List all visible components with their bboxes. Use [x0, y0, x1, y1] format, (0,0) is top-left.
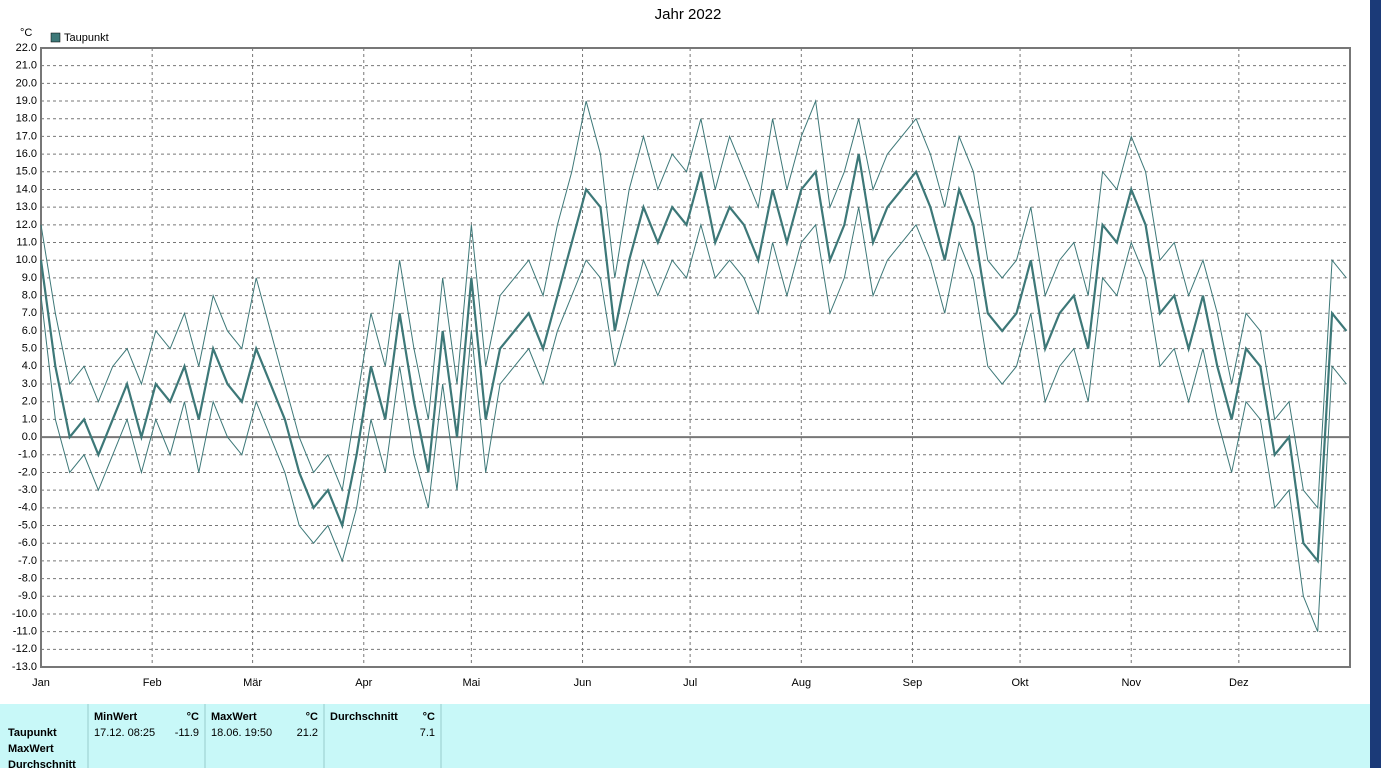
y-tick-label: 3.0 [22, 378, 37, 390]
y-tick-label: 12.0 [16, 219, 37, 231]
y-tick-label: 4.0 [22, 360, 37, 372]
y-tick-label: 10.0 [16, 254, 37, 266]
y-tick-label: -3.0 [18, 484, 37, 496]
legend-label: Taupunkt [64, 32, 109, 44]
col-unit: °C [306, 711, 318, 723]
y-tick-label: -9.0 [18, 590, 37, 602]
y-tick-label: -11.0 [13, 626, 37, 638]
y-tick-label: 18.0 [16, 113, 37, 125]
y-tick-label: -13.0 [12, 661, 37, 673]
y-tick-label: 8.0 [22, 290, 37, 302]
y-tick-label: 22.0 [16, 42, 37, 54]
x-tick-label: Okt [1011, 677, 1028, 689]
y-tick-label: 5.0 [22, 343, 37, 355]
plot-frame [40, 47, 1351, 668]
row-label: Durchschnitt [8, 759, 76, 768]
col-unit: °C [423, 711, 435, 723]
y-tick-label: 7.0 [22, 307, 37, 319]
y-tick-label: -10.0 [12, 608, 37, 620]
x-tick-label: Nov [1121, 677, 1141, 689]
x-tick-label: Jul [683, 677, 697, 689]
x-tick-label: Mai [462, 677, 480, 689]
table-bg [0, 704, 1370, 768]
col-header: Durchschnitt [330, 711, 398, 723]
x-tick-label: Feb [143, 677, 162, 689]
y-tick-label: 21.0 [16, 60, 37, 72]
cell-value: -11.9 [175, 727, 199, 739]
series-line [39, 153, 1348, 564]
y-tick-label: 0.0 [22, 431, 37, 443]
col-header: MinWert [94, 711, 138, 723]
cell-time: 18.06. 19:50 [211, 727, 272, 739]
y-tick-label: -1.0 [18, 449, 37, 461]
y-tick-label: -6.0 [18, 537, 37, 549]
y-tick-label: 15.0 [16, 166, 37, 178]
y-tick-label: -12.0 [12, 643, 37, 655]
y-tick-label: -5.0 [18, 519, 37, 531]
y-tick-label: 2.0 [22, 396, 37, 408]
y-tick-label: -2.0 [18, 466, 37, 478]
x-tick-label: Mär [243, 677, 262, 689]
row-label: Taupunkt [8, 727, 57, 739]
x-tick-label: Aug [792, 677, 812, 689]
chart-title: Jahr 2022 [655, 6, 722, 23]
cell-value: 21.2 [297, 727, 318, 739]
y-unit: °C [20, 27, 32, 39]
col-header: MaxWert [211, 711, 257, 723]
y-tick-label: -7.0 [18, 555, 37, 567]
y-tick-label: 11.0 [16, 236, 37, 248]
x-tick-label: Dez [1229, 677, 1249, 689]
y-tick-label: -8.0 [18, 572, 37, 584]
side-strip [1370, 0, 1381, 768]
col-unit: °C [187, 711, 199, 723]
y-tick-label: 13.0 [16, 201, 37, 213]
series-line [40, 207, 1347, 632]
y-tick-label: 19.0 [16, 95, 37, 107]
y-tick-label: 16.0 [16, 148, 37, 160]
y-tick-label: 9.0 [22, 272, 37, 284]
row-label: MaxWert [8, 743, 54, 755]
cell-value: 7.1 [420, 727, 435, 739]
y-tick-label: 6.0 [22, 325, 37, 337]
cell-time: 17.12. 08:25 [94, 727, 155, 739]
legend-swatch [50, 32, 61, 43]
y-tick-label: -4.0 [18, 502, 37, 514]
x-tick-label: Apr [355, 677, 372, 689]
y-tick-label: 1.0 [22, 413, 37, 425]
y-tick-label: 20.0 [16, 77, 37, 89]
y-tick-label: 14.0 [16, 183, 37, 195]
x-tick-label: Sep [903, 677, 923, 689]
series-line [40, 99, 1347, 510]
y-tick-label: 17.0 [16, 130, 37, 142]
x-tick-label: Jun [574, 677, 592, 689]
x-tick-label: Jan [32, 677, 50, 689]
